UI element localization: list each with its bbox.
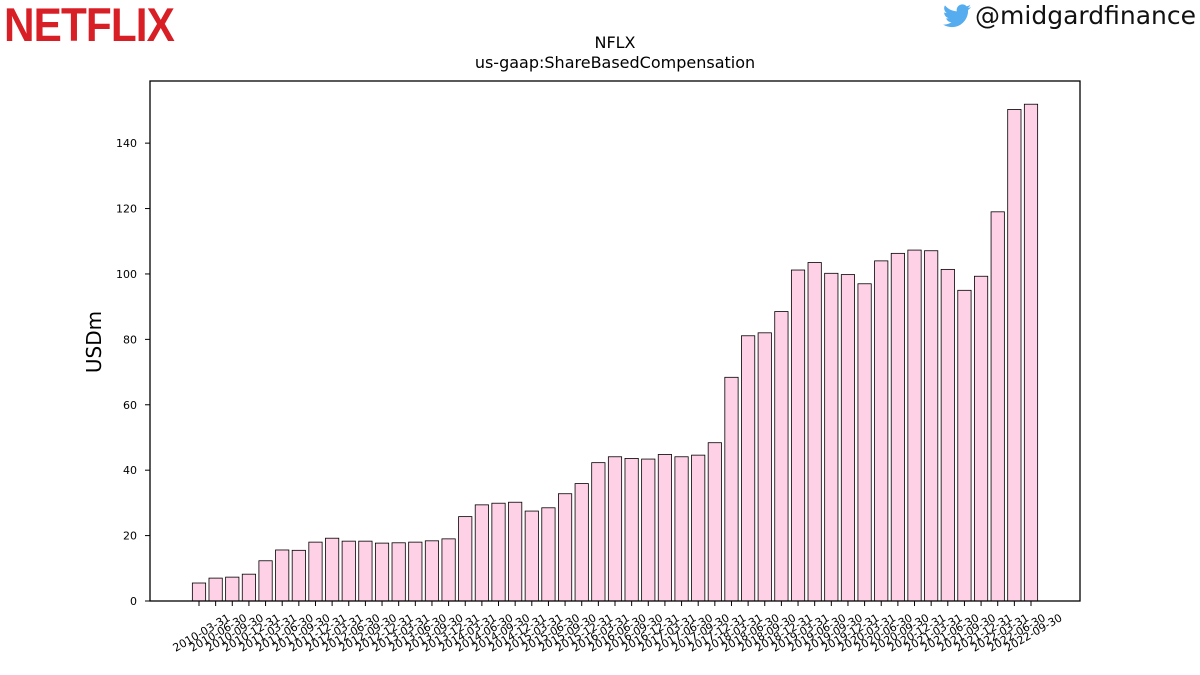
bar <box>225 576 240 602</box>
bar <box>774 311 789 602</box>
bar <box>524 510 539 602</box>
handle-text: @midgardfinance <box>975 1 1196 30</box>
netflix-logo: NETFLIX <box>4 0 175 51</box>
bar <box>275 549 290 602</box>
bar <box>191 582 207 602</box>
bar <box>291 549 306 602</box>
bar <box>757 332 772 602</box>
bar <box>258 560 273 602</box>
twitter-bird-icon <box>943 4 972 28</box>
bar <box>441 538 456 602</box>
bar <box>724 376 739 602</box>
bar <box>458 516 473 602</box>
chart-subtitle: us-gaap:ShareBasedCompensation <box>474 53 756 72</box>
twitter-handle[interactable]: @midgardfinance <box>943 0 1196 32</box>
bar <box>474 504 489 602</box>
bar <box>790 269 806 602</box>
bar <box>241 573 256 602</box>
y-tick-label: 120 <box>116 203 137 216</box>
bar <box>974 275 989 602</box>
bar <box>741 335 756 602</box>
bar <box>208 577 223 602</box>
bar <box>574 483 589 602</box>
chart-title: NFLX <box>594 33 636 52</box>
bar <box>1023 103 1039 602</box>
bar <box>641 458 656 602</box>
y-tick-label: 60 <box>123 399 137 412</box>
y-tick-label: 100 <box>116 268 137 281</box>
bar <box>890 252 905 602</box>
bar <box>1007 109 1022 602</box>
bar <box>358 540 373 602</box>
bar <box>924 250 939 602</box>
y-tick-label: 40 <box>123 464 137 477</box>
bar <box>541 507 556 602</box>
y-axis-label: USDm <box>82 311 106 373</box>
bar <box>374 542 390 602</box>
bar <box>624 458 639 602</box>
bar <box>907 249 922 602</box>
bar <box>308 541 323 602</box>
bar <box>341 540 356 602</box>
bar <box>558 493 573 602</box>
bar <box>674 456 689 602</box>
bar <box>591 462 606 602</box>
y-tick-label: 0 <box>130 595 137 608</box>
bar <box>940 268 955 602</box>
bar <box>325 537 340 602</box>
bar <box>391 542 406 602</box>
bar <box>874 260 889 602</box>
bar <box>840 274 856 602</box>
bar <box>857 283 872 602</box>
bar <box>424 540 440 602</box>
y-tick-label: 20 <box>123 530 137 543</box>
bar <box>691 454 706 602</box>
bar <box>657 454 672 602</box>
bar <box>508 501 523 602</box>
bar <box>707 442 722 602</box>
bar <box>824 272 839 602</box>
bar <box>408 541 423 602</box>
bar <box>990 211 1005 602</box>
bar <box>807 262 822 602</box>
y-tick-label: 80 <box>123 333 137 346</box>
y-tick-label: 140 <box>116 137 137 150</box>
bar <box>491 502 506 602</box>
bar <box>607 456 623 602</box>
bar <box>957 289 972 602</box>
